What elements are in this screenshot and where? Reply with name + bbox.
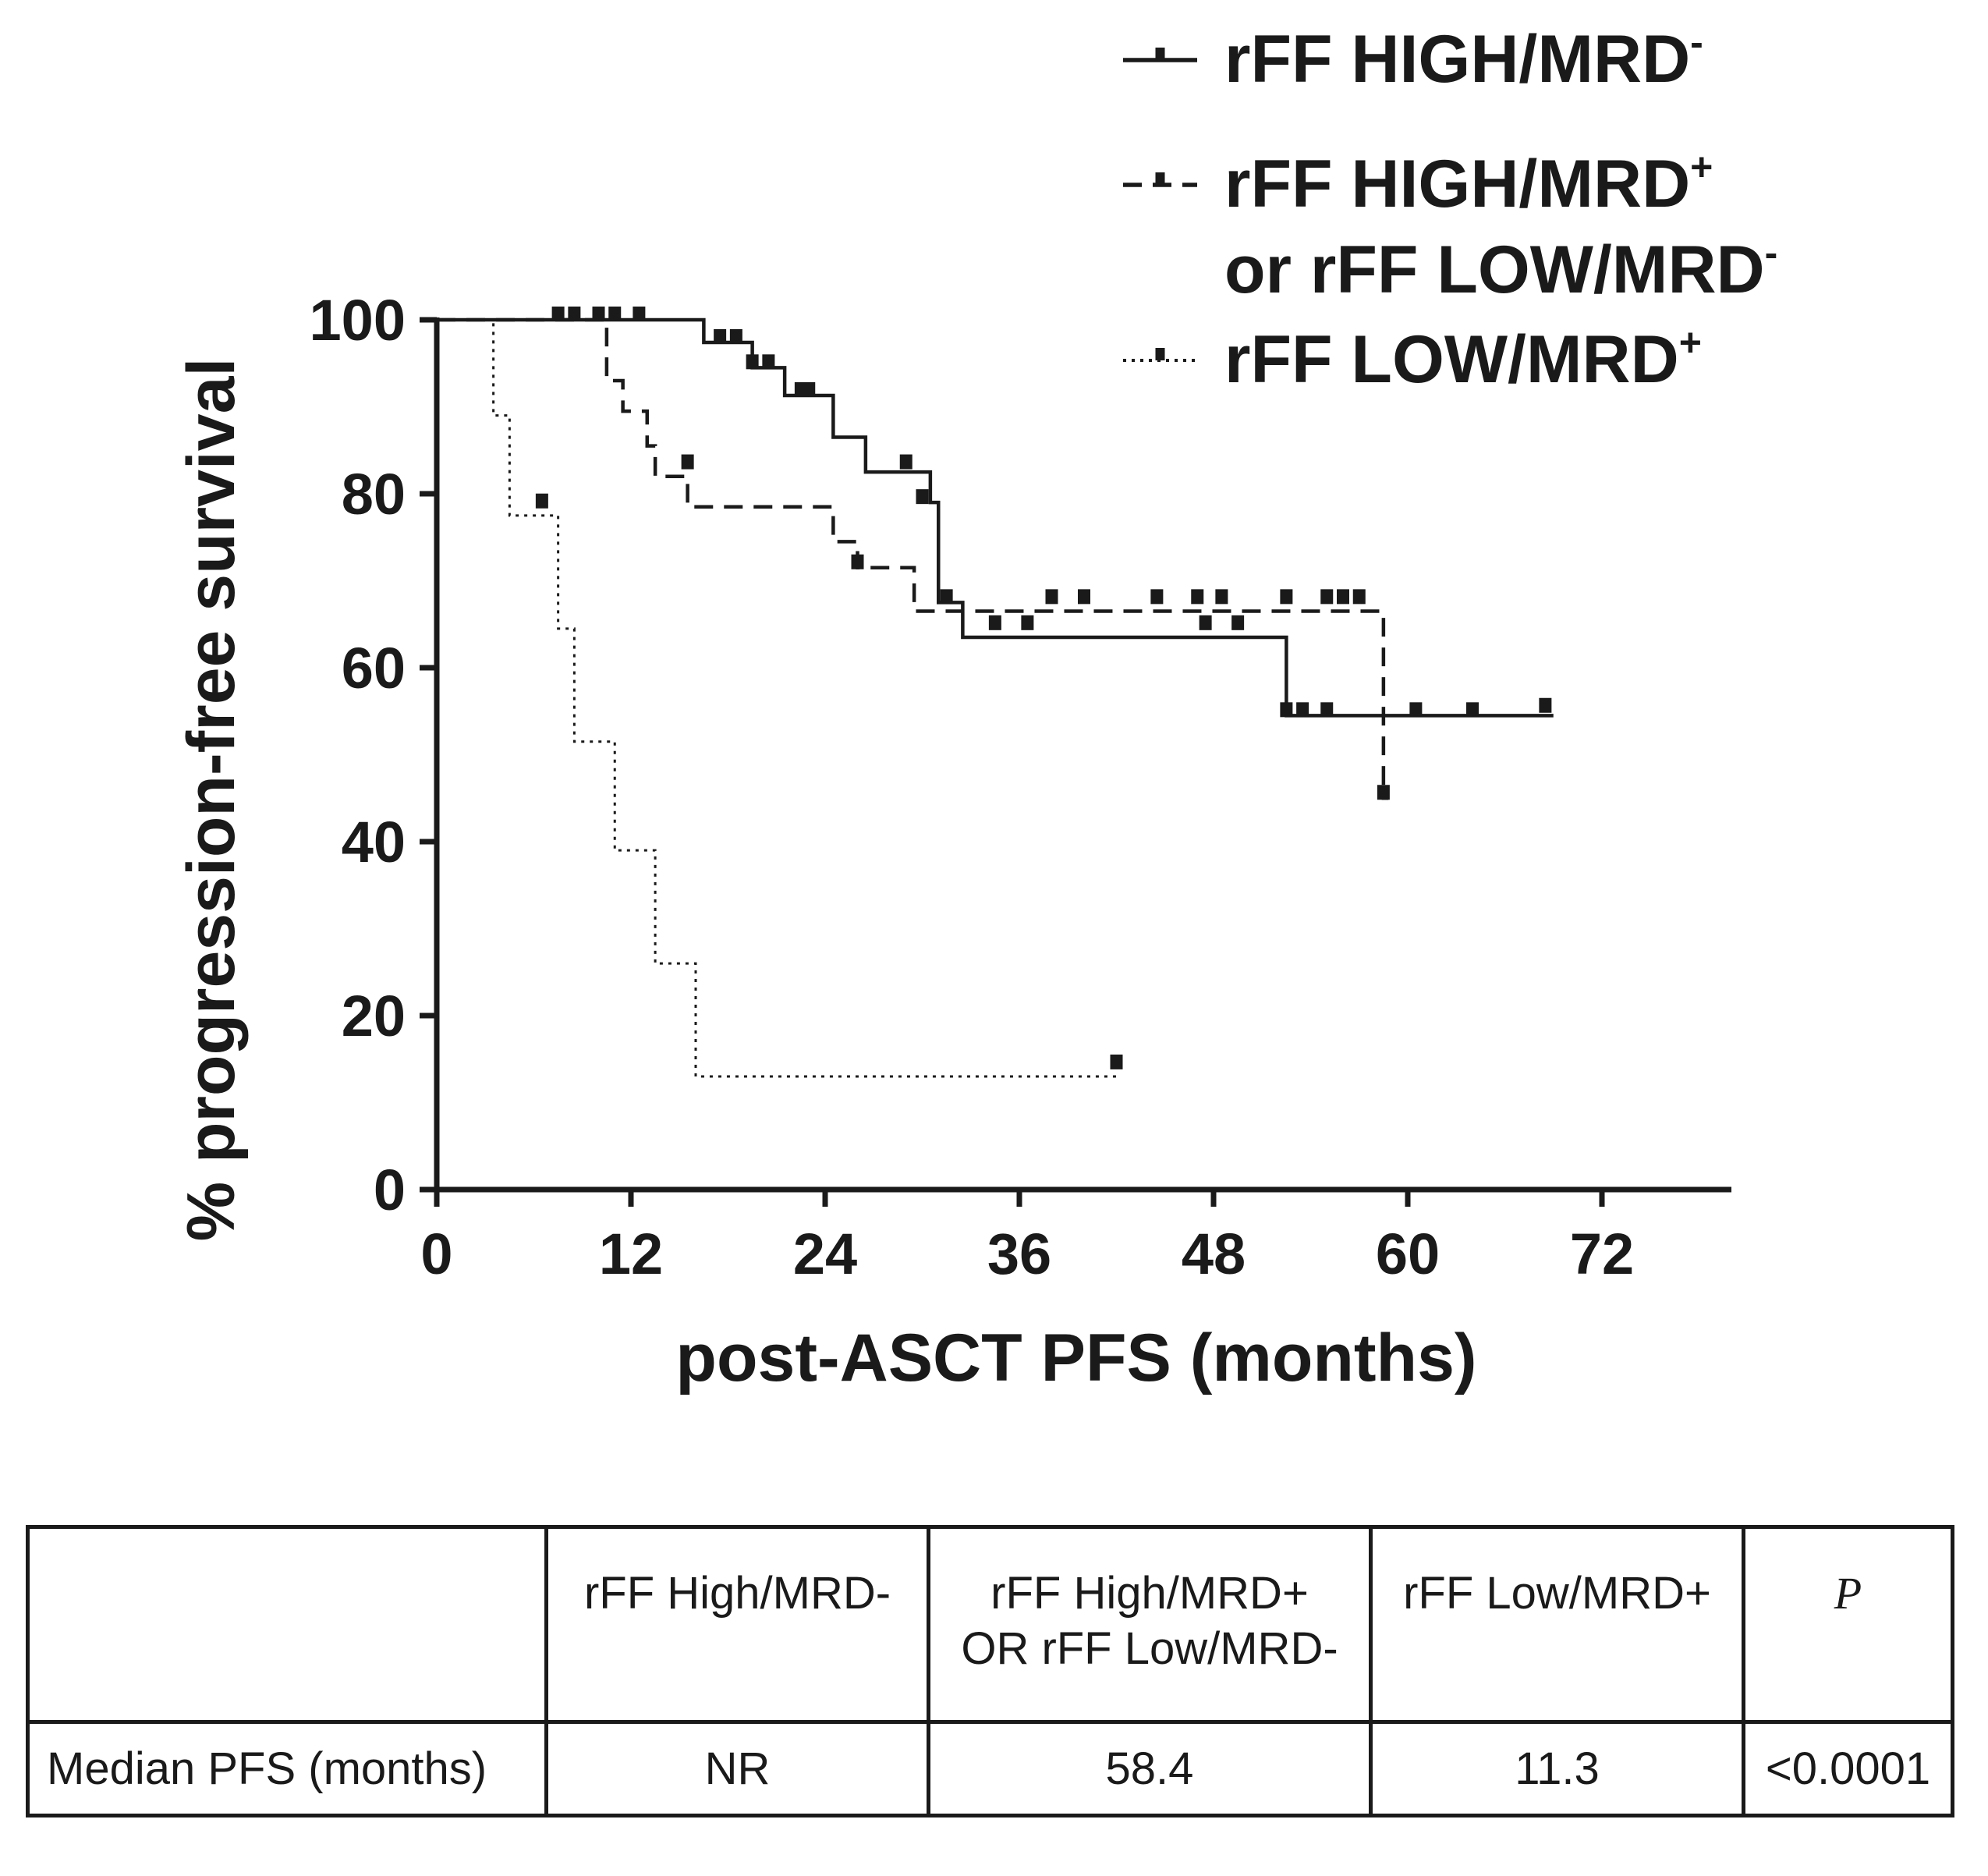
legend: rFF HIGH/MRD-rFF HIGH/MRD+ or rFF LOW/MRD… [1123,20,1777,397]
legend-censor-mark [1155,172,1165,185]
censor-mark [1466,702,1479,718]
censor-mark [608,307,622,321]
y-tick-label: 40 [342,810,406,874]
table-header-group2-line1: rFF High/MRD+ [990,1568,1309,1619]
x-tick-label: 24 [793,1222,857,1286]
y-tick-label: 20 [342,984,406,1048]
legend-censor-mark [1155,348,1165,360]
censor-mark [1110,1054,1123,1069]
censor-mark [1199,615,1212,630]
legend-label-1: rFF HIGH/MRD- [1224,20,1703,97]
censor-mark [714,328,727,344]
censor-mark [729,328,742,344]
x-tick-label: 60 [1376,1222,1440,1286]
censor-mark [940,589,953,605]
censor-mark [535,493,548,509]
censor-mark [1191,589,1204,605]
censor-mark [1215,589,1228,605]
censor-mark [1352,589,1366,605]
table-header-group3: rFF Low/MRD+ [1369,1525,1745,1724]
table-cell-p: <0.0001 [1742,1720,1954,1817]
table-header-row: rFF High/MRD- rFF High/MRD+ OR rFF Low/MR… [26,1525,1954,1724]
censor-mark [1337,589,1349,605]
legend-label-2-line2: or rFF LOW/MRD- [1224,231,1777,307]
censor-mark [551,307,565,321]
censor-mark [1045,589,1058,605]
legend-label-3: rFF LOW/MRD+ [1224,321,1702,397]
censor-mark [1296,702,1309,718]
table-cell-group2: 58.4 [927,1720,1373,1817]
censor-mark [851,554,864,569]
y-axis-label: % progression-free survival [174,358,249,1242]
y-tick-label: 0 [374,1158,406,1222]
censor-mark [916,489,929,505]
table-header-group1: rFF High/MRD- [544,1525,930,1724]
censor-mark [1409,702,1423,718]
censor-mark [746,354,759,370]
censor-mark [803,382,816,398]
censor-mark [1320,702,1334,718]
km-curve-series-3 [437,318,1117,1078]
censor-mark [633,307,646,321]
censor-mark [1377,785,1390,800]
table-header-group2: rFF High/MRD+ OR rFF Low/MRD- [927,1525,1373,1724]
censor-mark [1280,702,1293,718]
x-tick-label: 36 [987,1222,1051,1286]
legend-label-2: rFF HIGH/MRD+ [1224,145,1713,222]
y-tick-label: 80 [342,462,406,527]
censor-mark [1078,589,1090,605]
y-tick-label: 100 [310,288,406,353]
censor-mark [1280,589,1293,605]
y-tick-label: 60 [342,636,406,700]
censor-mark [1150,589,1164,605]
median-pfs-table: rFF High/MRD- rFF High/MRD+ OR rFF Low/MR… [26,1525,1954,1817]
censor-mark [592,307,605,321]
table-row-label: Median PFS (months) [26,1720,548,1817]
km-curve-series-2 [437,317,1389,800]
table-cell-group1: NR [544,1720,930,1817]
x-tick-label: 48 [1182,1222,1246,1286]
censor-mark [1021,615,1034,630]
km-curve-series-1 [437,317,1554,718]
censor-mark [1539,697,1552,713]
x-tick-label: 0 [420,1222,452,1286]
legend-censor-mark [1155,48,1165,60]
x-tick-label: 72 [1570,1222,1634,1286]
table-header-group2-line2: OR rFF Low/MRD- [961,1622,1338,1674]
table-header-empty [26,1525,548,1724]
x-axis-label: post-ASCT PFS (months) [675,1321,1476,1395]
table-row: Median PFS (months) NR 58.4 11.3 <0.0001 [26,1720,1954,1817]
censor-mark [681,454,694,470]
censor-mark [762,354,775,370]
table-cell-group3: 11.3 [1369,1720,1745,1817]
censor-mark [1320,589,1334,605]
censor-mark [568,307,581,321]
x-tick-label: 12 [599,1222,663,1286]
censor-mark [988,615,1001,630]
km-chart: 0 12 24 36 48 60 72 0 20 40 60 80 100 % progression-… [174,20,1777,1395]
table-header-p: P [1742,1525,1954,1724]
censor-mark [1231,615,1245,630]
censor-mark [899,454,912,470]
